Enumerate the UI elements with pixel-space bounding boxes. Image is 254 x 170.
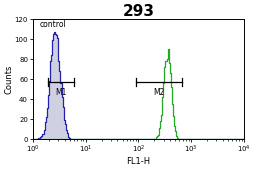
- Title: 293: 293: [122, 4, 154, 19]
- Text: control: control: [39, 20, 66, 29]
- Y-axis label: Counts: Counts: [4, 65, 13, 94]
- Text: M1: M1: [55, 88, 66, 97]
- X-axis label: FL1-H: FL1-H: [126, 157, 150, 166]
- Text: M2: M2: [152, 88, 164, 97]
